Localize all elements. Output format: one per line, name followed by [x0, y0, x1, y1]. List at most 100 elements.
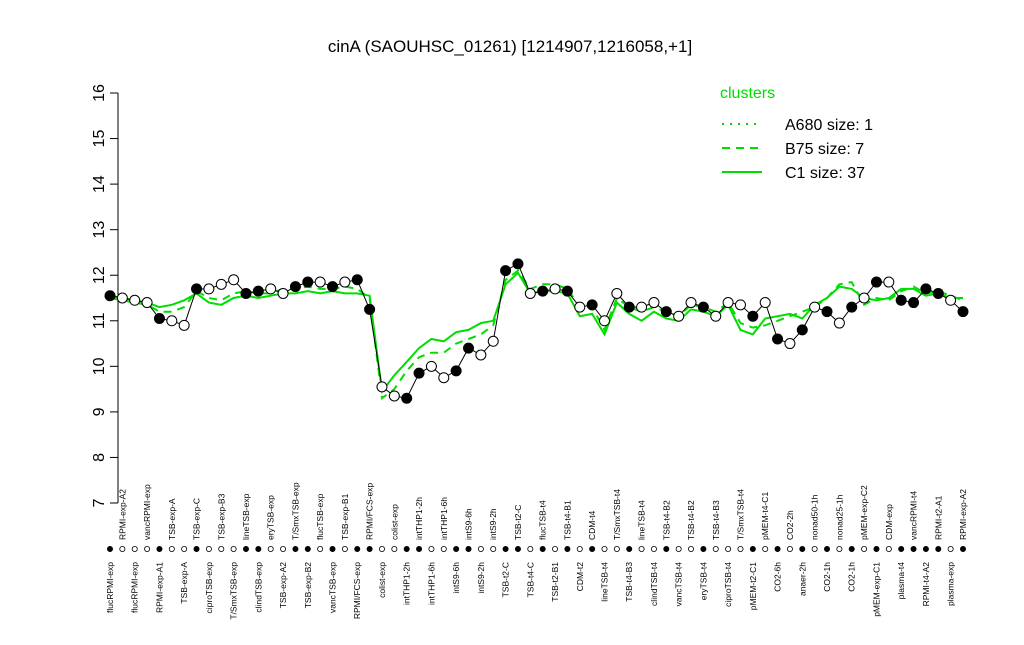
data-point [747, 310, 759, 322]
data-point [957, 306, 969, 318]
x-tick-label: TSB-t4-C [525, 562, 535, 597]
sample-marker [650, 546, 657, 553]
data-point [425, 360, 437, 372]
data-point [463, 342, 475, 354]
sample-marker [786, 546, 793, 553]
cluster-line [109, 271, 963, 394]
x-tick-label: lineTSB-t4 [599, 562, 609, 602]
y-tick-label: 8 [91, 453, 108, 462]
sample-marker [824, 546, 831, 553]
sample-marker [576, 546, 583, 553]
legend-title: clusters [720, 85, 775, 102]
y-tick-label: 7 [91, 498, 108, 507]
sample-marker [799, 546, 806, 553]
data-point [116, 292, 128, 304]
data-point [833, 317, 845, 329]
x-tick-label: intTHP1-6h [439, 497, 449, 540]
sample-marker [564, 546, 571, 553]
sample-marker [935, 546, 942, 553]
sample-marker [391, 546, 398, 553]
sample-marker [848, 546, 855, 553]
sample-marker [230, 546, 237, 553]
sample-marker [626, 546, 633, 553]
x-tick-label: TSB-exp-A [167, 498, 177, 540]
x-tick-label: nonad25-1h [834, 494, 844, 540]
x-tick-label: RPMI-t4-A2 [921, 562, 931, 607]
x-tick-label: intS9-6h [451, 562, 461, 594]
sample-marker [453, 546, 460, 553]
sample-marker [539, 546, 546, 553]
data-point [623, 301, 635, 313]
x-tick-label: TSB-exp-B2 [303, 562, 313, 609]
legend-label: C1 size: 37 [785, 165, 865, 182]
sample-marker [836, 546, 843, 553]
data-point [673, 310, 685, 322]
x-tick-label: CO2-6h [773, 562, 783, 592]
sample-marker [502, 546, 509, 553]
data-point [178, 319, 190, 331]
sample-marker [366, 546, 373, 553]
sample-marker [514, 546, 521, 553]
data-point [265, 283, 277, 295]
x-tick-label: eryTSB-exp [266, 495, 276, 540]
x-tick-label: TSB-t4-B1 [562, 500, 572, 540]
x-tick-label: eryTSB-t4 [698, 562, 708, 601]
legend-label: B75 size: 7 [785, 141, 864, 158]
x-tick-label: RPMI/FCS-exp [352, 562, 362, 619]
x-tick-label: pMEM-t2-C1 [748, 562, 758, 610]
data-point [611, 287, 623, 299]
sample-marker [428, 546, 435, 553]
data-point [697, 301, 709, 313]
data-point [277, 287, 289, 299]
data-point [215, 278, 227, 290]
x-tick-label: clindTSB-exp [253, 562, 263, 613]
y-tick-label: 14 [91, 175, 108, 193]
sample-marker [601, 546, 608, 553]
data-point [895, 294, 907, 306]
sample-marker [762, 546, 769, 553]
sample-marker [898, 546, 905, 553]
x-tick-label: anaer-2h [797, 562, 807, 596]
x-tick-label: lineTSB-exp [241, 493, 251, 540]
sample-marker [749, 546, 756, 553]
x-tick-label: CO2-1h [847, 562, 857, 592]
y-tick-label: 13 [91, 221, 108, 239]
data-point [351, 274, 363, 286]
data-point [636, 301, 648, 313]
x-tick-label: pMEM-exp-C2 [859, 485, 869, 540]
x-tick-label: TSB-exp-C [192, 498, 202, 540]
data-point [772, 333, 784, 345]
data-point [710, 310, 722, 322]
y-tick-label: 11 [91, 312, 108, 329]
legend-label: A680 size: 1 [785, 117, 873, 134]
sample-marker [317, 546, 324, 553]
data-point [685, 297, 697, 309]
data-point [327, 281, 339, 293]
sample-marker [107, 546, 114, 553]
data-point [413, 367, 425, 379]
x-tick-label: colist-exp [389, 504, 399, 540]
y-tick-label: 10 [91, 357, 108, 375]
sample-marker [675, 546, 682, 553]
sample-marker [267, 546, 274, 553]
data-point [796, 324, 808, 336]
chart-title: cinA (SAOUHSC_01261) [1214907,1216058,+1… [328, 37, 692, 56]
sample-marker [403, 546, 410, 553]
sample-marker [292, 546, 299, 553]
data-point [722, 297, 734, 309]
x-tick-label: RPMI/FCS-exp [365, 483, 375, 540]
sample-marker [416, 546, 423, 553]
x-tick-label: CO2-2h [785, 510, 795, 540]
sample-marker [193, 546, 200, 553]
sample-marker [477, 546, 484, 553]
sample-marker [218, 546, 225, 553]
x-tick-label: intS9-6h [464, 508, 474, 540]
x-tick-label: colist-exp [377, 562, 387, 598]
data-point [314, 276, 326, 288]
x-tick-label: nonad50-1h [810, 494, 820, 540]
data-point [450, 365, 462, 377]
data-point [561, 285, 573, 297]
x-tick-label: TSB-t2-C [513, 505, 523, 540]
sample-marker [131, 546, 138, 553]
